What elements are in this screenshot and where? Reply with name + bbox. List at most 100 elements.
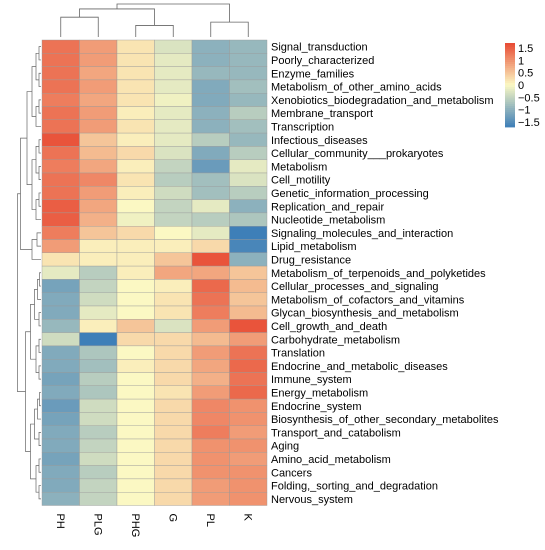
heatmap-cell (79, 265, 118, 280)
heatmap-cell (79, 359, 118, 373)
heatmap-cell (229, 159, 268, 174)
heatmap-cell (191, 66, 230, 81)
heatmap-cell (154, 438, 193, 453)
heatmap-cell (79, 119, 118, 134)
heatmap-cell (229, 319, 268, 333)
heatmap-cell (154, 398, 193, 413)
heatmap-cell (154, 412, 193, 426)
row-label: Metabolism (271, 161, 327, 173)
row-label: Cell_motility (271, 175, 331, 187)
heatmap-cell (79, 252, 118, 267)
heatmap-cell (154, 492, 193, 506)
heatmap-cell (79, 398, 118, 413)
dendrogram-branch (36, 232, 41, 247)
dendrogram-branch (135, 25, 174, 37)
heatmap-cell (116, 492, 155, 506)
row-label: Xenobiotics_biodegradation_and_metabolis… (271, 95, 494, 107)
heatmap-cell (191, 39, 230, 54)
heatmap-cell (229, 225, 268, 240)
heatmap-cell (41, 239, 80, 254)
heatmap-cell (229, 385, 268, 400)
heatmap-cell (154, 279, 193, 293)
heatmap-cell (154, 106, 193, 121)
row-label: Cancers (271, 467, 312, 479)
heatmap-cell (229, 92, 268, 107)
legend-swatch (505, 116, 515, 119)
dendrogram-branch (34, 408, 39, 440)
heatmap-cell (79, 372, 118, 387)
heatmap-cell (116, 159, 155, 174)
legend-tick-label: −1.5 (518, 117, 540, 129)
heatmap-cell (191, 359, 230, 373)
heatmap-cell (41, 53, 80, 67)
heatmap-cell (229, 398, 268, 413)
heatmap-cell (116, 452, 155, 466)
heatmap-cell (191, 132, 230, 147)
heatmap-cell (229, 425, 268, 440)
row-label: Carbohydrate_metabolism (271, 334, 400, 346)
dendrogram-branch (31, 66, 36, 117)
dendrogram-branch (39, 392, 41, 407)
heatmap-cell (41, 146, 80, 160)
legend-swatch (505, 66, 515, 69)
heatmap-cell (229, 265, 268, 280)
legend-swatch (505, 124, 515, 128)
heatmap-cell (191, 239, 230, 254)
legend-swatch (505, 95, 515, 98)
dendrogram-branch (31, 159, 36, 210)
heatmap-cell (229, 146, 268, 160)
heatmap-cell (79, 199, 118, 214)
dendrogram-branch (38, 139, 41, 154)
heatmap-cell (116, 425, 155, 440)
dendrogram-branch (20, 137, 32, 250)
row-label: Amino_acid_metabolism (271, 454, 391, 466)
heatmap-cell (154, 53, 193, 67)
legend-tick-label: −1 (518, 105, 531, 117)
heatmap-cell (41, 305, 80, 320)
legend-swatch (505, 57, 515, 61)
heatmap-cell (116, 186, 155, 200)
heatmap-cell (154, 332, 193, 347)
legend-swatch (505, 55, 515, 59)
legend-swatch (505, 120, 515, 124)
heatmap-cell (41, 79, 80, 94)
heatmap-cell (154, 385, 193, 400)
heatmap-cell (154, 372, 193, 387)
heatmap-cell (154, 478, 193, 493)
heatmap-cell (229, 372, 268, 387)
heatmap-cell (79, 225, 118, 240)
dendrogram-branch (38, 365, 41, 380)
heatmap-cell (154, 452, 193, 466)
legend-swatch (505, 51, 515, 54)
heatmap-cell (116, 79, 155, 94)
color-legend: 1.510.50−0.5−1−1.5 (505, 43, 540, 129)
dendrogram-branch (35, 345, 39, 373)
heatmap-cell (41, 279, 80, 293)
heatmap-cell (41, 199, 80, 214)
heatmap-cell (116, 478, 155, 493)
heatmap-cell (116, 39, 155, 54)
heatmap-cell (229, 212, 268, 227)
heatmap-cell (191, 452, 230, 466)
row-label: Cellular_community___prokaryotes (271, 148, 444, 160)
heatmap-cell (191, 159, 230, 174)
heatmap-cell (41, 172, 80, 187)
heatmap-cell (191, 252, 230, 267)
row-label: Aging (271, 441, 299, 453)
heatmap-cell (154, 359, 193, 373)
column-label: G (166, 514, 178, 523)
heatmap-cell (41, 425, 80, 440)
heatmap-cell (229, 39, 268, 54)
heatmap-cells (41, 39, 268, 506)
heatmap-cell (41, 66, 80, 81)
legend-swatch (505, 99, 515, 103)
row-label: Energy_metabolism (271, 387, 368, 399)
heatmap-cell (41, 452, 80, 466)
heatmap-cell (229, 106, 268, 121)
legend-swatch (505, 61, 515, 65)
heatmap-cell (229, 66, 268, 81)
heatmap-cell (191, 478, 230, 493)
dendrogram-branch (38, 485, 41, 500)
heatmap-cell (41, 132, 80, 147)
